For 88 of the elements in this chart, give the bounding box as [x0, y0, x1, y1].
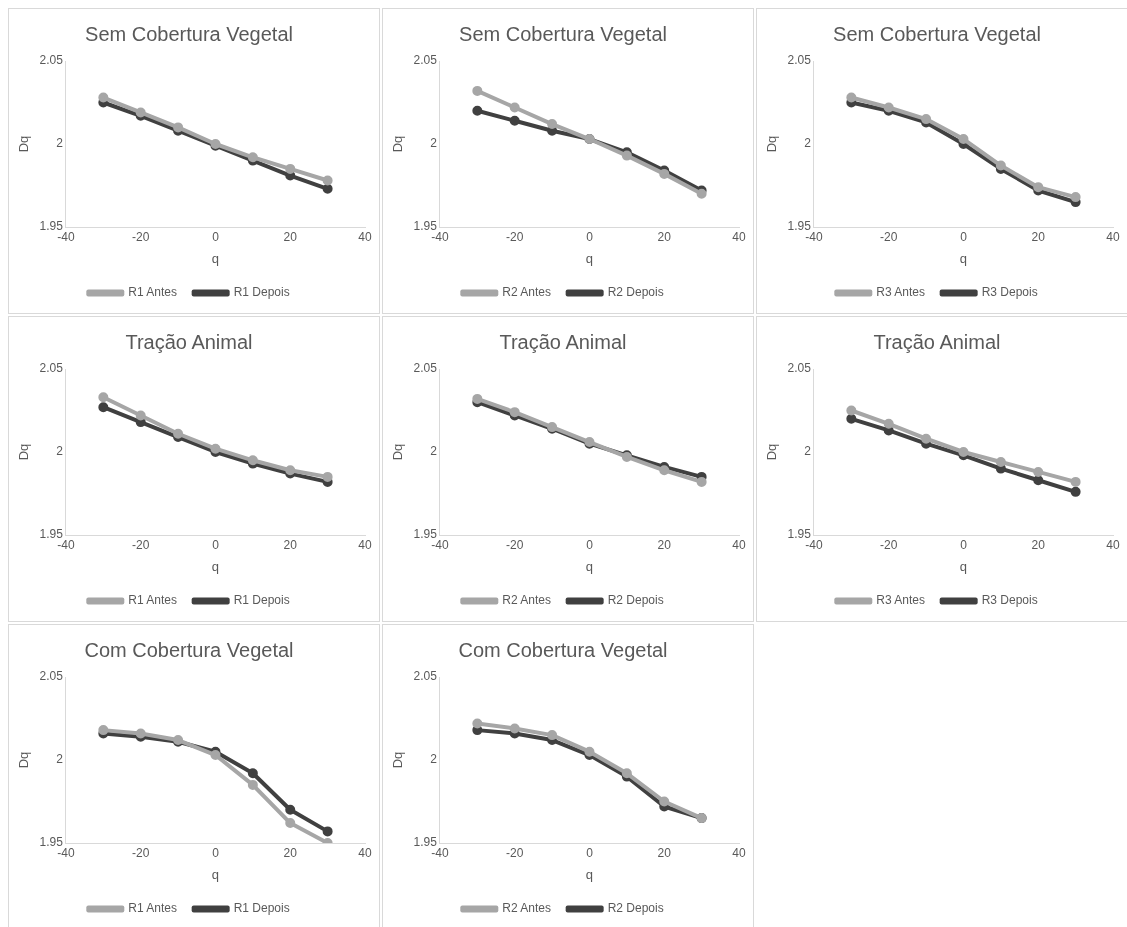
- x-tick-label: 40: [1106, 229, 1120, 244]
- x-axis-title: q: [211, 558, 220, 574]
- x-tick-label: 40: [358, 537, 372, 552]
- y-tick-label: 2.05: [413, 53, 438, 68]
- legend-label: R1 Antes: [128, 901, 178, 916]
- x-tick-label: 0: [212, 229, 220, 244]
- y-tick-label: 2.05: [39, 53, 64, 68]
- x-tick-label: 0: [212, 537, 220, 552]
- legend-label: R2 Antes: [502, 593, 552, 608]
- x-tick-label: 20: [657, 845, 672, 860]
- x-tick-label: 0: [586, 845, 594, 860]
- x-axis-title: q: [585, 558, 594, 574]
- x-tick-label: 0: [586, 229, 594, 244]
- chart-title: Tração Animal: [499, 330, 627, 353]
- x-tick-label: 40: [358, 229, 372, 244]
- y-axis-title: Dq: [764, 135, 780, 153]
- y-tick-label: 2: [430, 136, 438, 151]
- y-axis-title: Dq: [16, 443, 32, 461]
- legend-label: R3 Depois: [981, 593, 1038, 608]
- legend-label: R2 Antes: [502, 285, 552, 300]
- legend-label: R1 Antes: [128, 285, 178, 300]
- x-tick-label: 20: [1031, 229, 1046, 244]
- x-tick-label: 20: [283, 537, 298, 552]
- x-tick-label: 40: [1106, 537, 1120, 552]
- y-axis-title: Dq: [390, 135, 406, 153]
- chart-title: Sem Cobertura Vegetal: [85, 22, 293, 45]
- x-tick-label: 20: [1031, 537, 1046, 552]
- y-tick-label: 2.05: [413, 669, 438, 684]
- x-tick-label: 0: [960, 537, 968, 552]
- x-tick-label: -20: [506, 845, 524, 860]
- y-axis-title: Dq: [764, 443, 780, 461]
- x-axis-title: q: [211, 250, 220, 266]
- legend-label: R1 Depois: [233, 901, 290, 916]
- y-axis-title: Dq: [16, 135, 32, 153]
- x-tick-label: 20: [657, 229, 672, 244]
- y-tick-label: 2.05: [413, 361, 438, 376]
- y-tick-label: 2.05: [787, 53, 812, 68]
- legend-label: R2 Depois: [607, 285, 664, 300]
- x-tick-label: 0: [212, 845, 220, 860]
- x-tick-label: -20: [132, 845, 150, 860]
- y-axis-title: Dq: [16, 751, 32, 769]
- x-tick-label: -20: [132, 229, 150, 244]
- legend-label: R3 Antes: [876, 593, 926, 608]
- y-tick-label: 2: [56, 136, 64, 151]
- y-tick-label: 2: [804, 136, 812, 151]
- y-tick-label: 2: [430, 444, 438, 459]
- x-tick-label: -20: [506, 229, 524, 244]
- y-tick-label: 2: [56, 444, 64, 459]
- x-tick-label: 40: [732, 229, 746, 244]
- x-tick-label: 40: [732, 845, 746, 860]
- y-tick-label: 2.05: [39, 669, 64, 684]
- chart-title: Com Cobertura Vegetal: [84, 638, 294, 661]
- y-axis-title: Dq: [390, 443, 406, 461]
- y-tick-label: 2.05: [787, 361, 812, 376]
- y-tick-label: 2: [56, 752, 64, 767]
- legend-label: R1 Depois: [233, 285, 290, 300]
- x-tick-label: 20: [283, 845, 298, 860]
- chart-title: Tração Animal: [125, 330, 253, 353]
- x-tick-label: 40: [358, 845, 372, 860]
- x-tick-label: 20: [283, 229, 298, 244]
- legend-label: R3 Depois: [981, 285, 1038, 300]
- x-tick-label: -20: [132, 537, 150, 552]
- x-axis-title: q: [211, 866, 220, 882]
- x-axis-title: q: [959, 558, 968, 574]
- chart-title: Tração Animal: [873, 330, 1001, 353]
- y-tick-label: 2.05: [39, 361, 64, 376]
- legend-label: R2 Antes: [502, 901, 552, 916]
- x-tick-label: 20: [657, 537, 672, 552]
- x-axis-title: q: [585, 866, 594, 882]
- chart-title: Sem Cobertura Vegetal: [833, 22, 1041, 45]
- x-axis-title: q: [959, 250, 968, 266]
- legend-label: R2 Depois: [607, 901, 664, 916]
- legend-label: R1 Antes: [128, 593, 178, 608]
- y-tick-label: 2: [430, 752, 438, 767]
- chart-title: Sem Cobertura Vegetal: [459, 22, 667, 45]
- legend-label: R1 Depois: [233, 593, 290, 608]
- y-axis-title: Dq: [390, 751, 406, 769]
- legend-label: R3 Antes: [876, 285, 926, 300]
- x-tick-label: 0: [960, 229, 968, 244]
- x-tick-label: -20: [880, 229, 898, 244]
- x-tick-label: 40: [732, 537, 746, 552]
- legend-label: R2 Depois: [607, 593, 664, 608]
- x-tick-label: 0: [586, 537, 594, 552]
- x-axis-title: q: [585, 250, 594, 266]
- chart-title: Com Cobertura Vegetal: [458, 638, 668, 661]
- x-tick-label: -20: [506, 537, 524, 552]
- x-tick-label: -20: [880, 537, 898, 552]
- y-tick-label: 2: [804, 444, 812, 459]
